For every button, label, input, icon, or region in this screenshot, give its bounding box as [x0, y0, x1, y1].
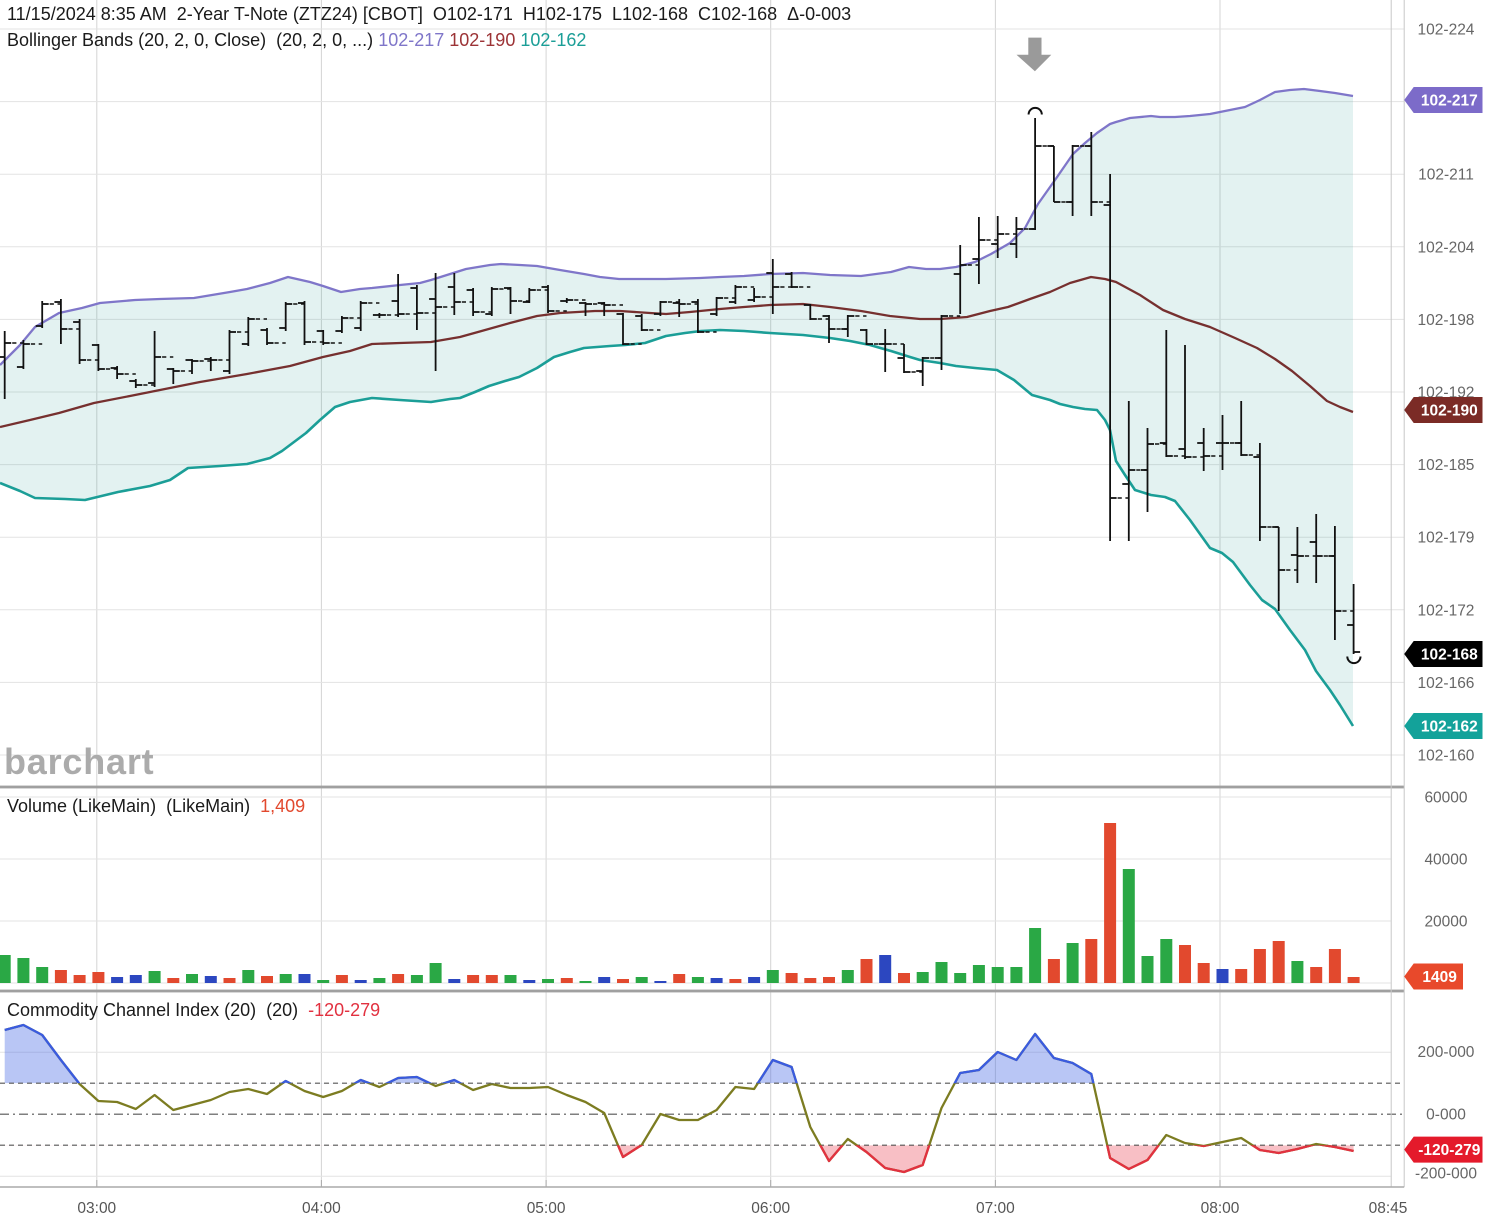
svg-text:11/15/2024 8:35 AM 2-Year T-N: 11/15/2024 8:35 AM 2-Year T-Note (ZTZ24)…: [7, 4, 851, 24]
svg-text:102-160: 102-160: [1418, 748, 1475, 765]
svg-text:102-224: 102-224: [1418, 22, 1475, 39]
svg-text:102-185: 102-185: [1418, 457, 1475, 474]
svg-text:03:00: 03:00: [77, 1200, 116, 1217]
svg-text:05:00: 05:00: [527, 1200, 566, 1217]
svg-text:08:00: 08:00: [1201, 1200, 1240, 1217]
svg-text:Bollinger Bands (20, 2, 0, Clo: Bollinger Bands (20, 2, 0, Close) (20, 2…: [7, 30, 586, 50]
svg-text:102-190: 102-190: [1421, 403, 1478, 420]
svg-text:-200-000: -200-000: [1415, 1166, 1477, 1183]
svg-text:102-179: 102-179: [1418, 530, 1475, 547]
svg-text:102-162: 102-162: [1421, 719, 1478, 736]
svg-text:08:45: 08:45: [1369, 1200, 1408, 1217]
svg-text:102-168: 102-168: [1421, 647, 1478, 664]
svg-text:-120-279: -120-279: [1418, 1142, 1480, 1159]
svg-text:06:00: 06:00: [751, 1200, 790, 1217]
svg-text:200-000: 200-000: [1418, 1044, 1475, 1061]
svg-text:102-217: 102-217: [1421, 93, 1478, 110]
svg-text:102-172: 102-172: [1418, 602, 1475, 619]
svg-text:04:00: 04:00: [302, 1200, 341, 1217]
svg-text:102-198: 102-198: [1418, 312, 1475, 329]
svg-text:102-166: 102-166: [1418, 675, 1475, 692]
svg-text:Commodity Channel Index (20): Commodity Channel Index (20) (20) -120-2…: [7, 1000, 380, 1020]
svg-text:102-204: 102-204: [1418, 239, 1475, 256]
svg-text:102-211: 102-211: [1418, 167, 1474, 184]
svg-text:60000: 60000: [1424, 790, 1467, 807]
svg-text:1409: 1409: [1422, 969, 1457, 986]
svg-text:barchart: barchart: [4, 741, 154, 782]
svg-text:20000: 20000: [1424, 914, 1467, 931]
svg-text:40000: 40000: [1424, 852, 1467, 869]
svg-text:Volume (LikeMain) (LikeMain): Volume (LikeMain) (LikeMain) 1,409: [7, 796, 305, 816]
svg-text:07:00: 07:00: [976, 1200, 1015, 1217]
svg-text:0-000: 0-000: [1426, 1107, 1466, 1124]
